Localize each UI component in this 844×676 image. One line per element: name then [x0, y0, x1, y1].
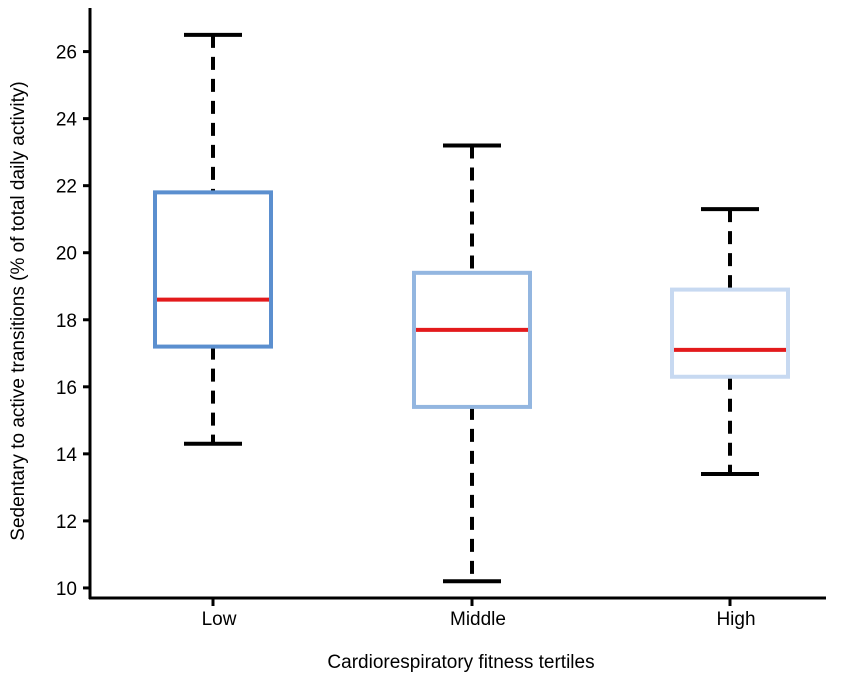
boxes: [153, 32, 790, 584]
x-ticks: Low Middle High: [202, 598, 756, 630]
y-tick-label: 24: [56, 110, 78, 131]
y-axis-title: Sedentary to active transitions (% of to…: [8, 81, 29, 540]
y-tick-label: 22: [56, 177, 77, 198]
x-tick-label: Low: [202, 609, 237, 630]
y-tick-label: 12: [56, 512, 77, 533]
y-ticks: 10 12 14 16 18 20 22 24 26: [56, 43, 90, 600]
iqr-box: [412, 270, 532, 409]
x-axis-title: Cardiorespiratory fitness tertiles: [327, 652, 594, 673]
x-tick-label: High: [716, 609, 755, 630]
y-tick-label: 14: [56, 445, 78, 466]
x-tick-label: Middle: [450, 609, 506, 630]
y-tick-label: 26: [56, 43, 77, 64]
box-low: [153, 32, 273, 446]
iqr-box: [153, 190, 273, 349]
box-high: [670, 207, 790, 476]
y-tick-label: 16: [56, 378, 77, 399]
y-tick-label: 20: [56, 244, 77, 265]
iqr-box: [670, 287, 790, 379]
y-tick-label: 10: [56, 579, 77, 600]
box-middle: [412, 143, 532, 584]
y-tick-label: 18: [56, 311, 77, 332]
